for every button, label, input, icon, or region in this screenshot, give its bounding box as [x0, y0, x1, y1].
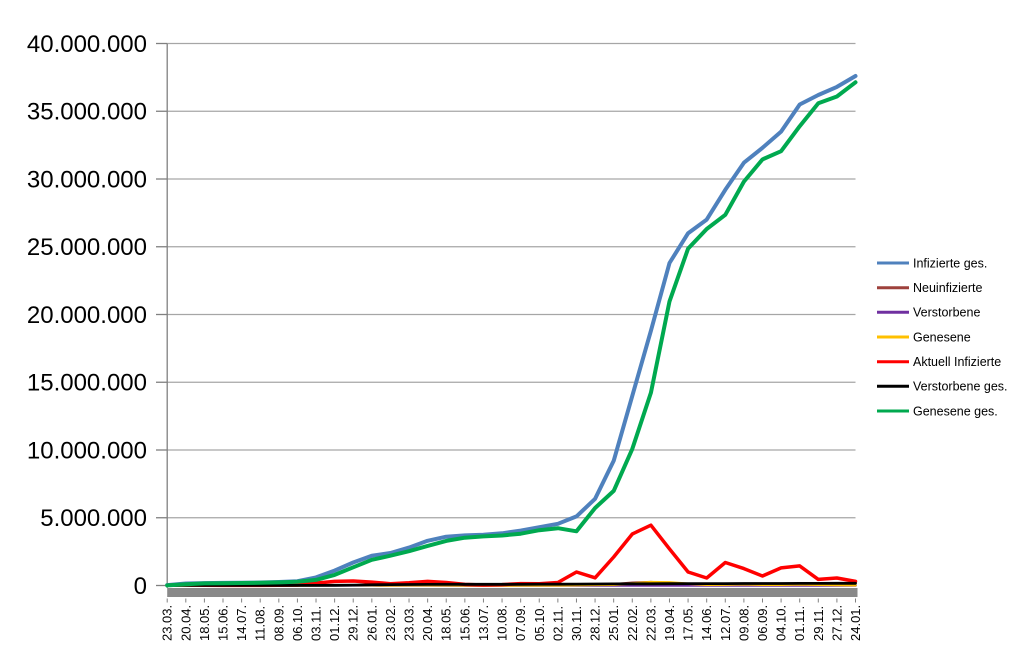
x-axis-label: 06.09. [755, 605, 770, 641]
x-axis-label: 29.12. [346, 605, 361, 641]
x-axis-label: 08.09. [271, 605, 286, 641]
legend: Infizierte ges. Neuinfizierte Verstorben… [877, 256, 1008, 418]
x-axis-label: 29.11. [811, 606, 826, 641]
x-axis-label: 14.07. [234, 605, 249, 641]
y-axis-label: 5.000.000 [40, 505, 147, 532]
y-axis-label: 25.000.000 [27, 234, 147, 261]
legend-item: Verstorbene [877, 306, 980, 320]
legend-item: Aktuell Infizierte [877, 355, 1001, 369]
x-axis-label: 15.06. [216, 605, 231, 641]
x-axis-label: 03.11. [309, 606, 324, 641]
x-axis-label: 06.10. [290, 605, 305, 641]
series-line-verstorbene-ges [165, 581, 857, 587]
x-axis-label: 11.08. [253, 606, 268, 641]
x-axis-label: 17.05. [681, 605, 696, 641]
x-axis-label: 10.08. [495, 605, 510, 641]
legend-label: Verstorbene ges. [913, 380, 1008, 394]
x-axis-label: 22.03. [643, 605, 658, 641]
axes [156, 42, 858, 603]
x-axis-label: 27.12. [829, 605, 844, 641]
x-axis-label: 23.03. [402, 605, 417, 641]
x-axis-label: 05.10. [532, 605, 547, 641]
legend-item: Neuinfizierte [877, 281, 983, 295]
y-axis-label: 30.000.000 [27, 166, 147, 193]
x-axis-label: 07.09. [513, 605, 528, 641]
x-axis-label: 30.11. [569, 606, 584, 641]
y-axis-labels: 40.000.000 35.000.000 30.000.000 25.000.… [27, 31, 147, 600]
legend-label: Verstorbene [913, 306, 980, 320]
x-axis-label: 15.06. [457, 605, 472, 641]
y-axis-label: 20.000.000 [27, 302, 147, 329]
legend-label: Neuinfizierte [913, 281, 983, 295]
x-axis-band [167, 588, 858, 597]
gridlines [167, 42, 856, 519]
series-line-genesene-ges [165, 80, 858, 588]
x-axis-label: 14.06. [699, 605, 714, 641]
x-axis-label: 24.01. [848, 605, 863, 641]
x-axis-label: 01.12. [327, 605, 342, 641]
legend-label: Genesene ges. [913, 404, 998, 418]
legend-item: Infizierte ges. [877, 256, 987, 270]
x-axis-label: 04.10. [774, 605, 789, 641]
series-line-infizierte-ges [165, 74, 858, 588]
x-axis-label: 20.04. [178, 605, 193, 641]
legend-label: Aktuell Infizierte [913, 355, 1001, 369]
x-axis-label: 01.11. [792, 606, 807, 641]
x-axis-label: 23.03. [160, 605, 175, 641]
legend-label: Genesene [913, 330, 971, 344]
legend-item: Genesene ges. [877, 404, 998, 418]
x-axis-label: 26.01. [364, 605, 379, 641]
x-axis-label: 13.07. [476, 605, 491, 641]
x-axis-label: 28.12. [588, 605, 603, 641]
x-axis-label: 19.04. [662, 605, 677, 641]
y-axis-label: 40.000.000 [27, 31, 147, 58]
legend-label: Infizierte ges. [913, 256, 987, 270]
y-axis-label: 0 [134, 573, 147, 600]
x-axis-label: 25.01. [606, 605, 621, 641]
series-lines [165, 74, 858, 588]
y-axis-label: 10.000.000 [27, 437, 147, 464]
y-axis-label: 15.000.000 [27, 370, 147, 397]
x-axis-label: 09.08. [736, 605, 751, 641]
x-axis-label: 02.11. [550, 606, 565, 641]
x-axis-label: 18.05. [197, 605, 212, 641]
x-axis-label: 22.02. [625, 605, 640, 641]
legend-item: Verstorbene ges. [877, 380, 1008, 394]
x-axis-label: 20.04. [420, 605, 435, 641]
x-axis-label: 12.07. [718, 605, 733, 641]
x-axis-label: 23.02. [383, 605, 398, 641]
x-axis-labels: 23.03. 20.04. 18.05. 15.06. 14.07. 11.08. 08.0… [160, 605, 863, 641]
legend-item: Genesene [877, 330, 971, 344]
x-axis-label: 18.05. [439, 605, 454, 641]
y-axis-label: 35.000.000 [27, 99, 147, 126]
